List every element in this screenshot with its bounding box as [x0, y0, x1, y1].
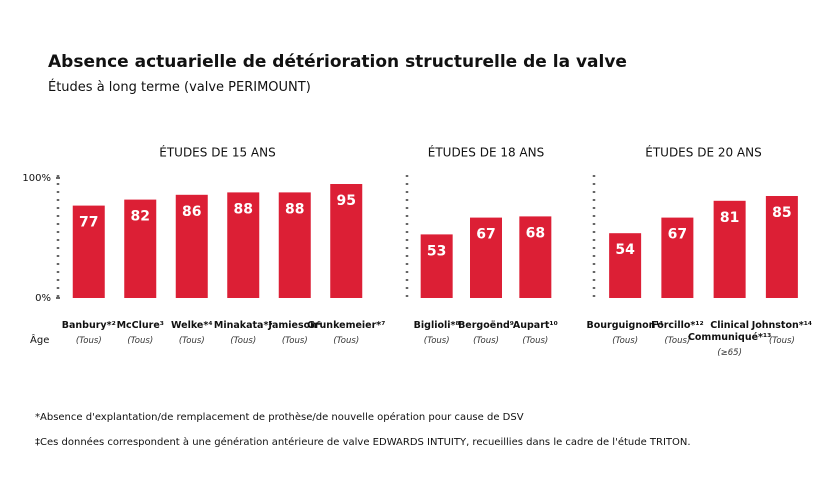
- x-tick-label: Aupart¹⁰: [512, 320, 558, 331]
- age-value: (Tous): [127, 336, 154, 346]
- category: Biglioli*⁸ (Tous): [412, 320, 461, 347]
- x-tick-label: Johnston*¹⁴: [751, 320, 813, 331]
- value-label: 81: [720, 210, 739, 226]
- age-label: Âge: [30, 335, 50, 346]
- category: Grunkemeier*⁷ (Tous): [307, 320, 385, 347]
- bar: [519, 216, 552, 298]
- age-value: (Tous): [664, 336, 691, 346]
- age-value: (Tous): [333, 336, 360, 346]
- bar: [713, 200, 746, 298]
- bar: [278, 192, 311, 298]
- age-value: (Tous): [281, 336, 308, 346]
- category: Welke*⁴ (Tous): [166, 320, 218, 347]
- category: Banbury*² (Tous): [61, 320, 116, 347]
- category: Jamieson⁶ (Tous): [268, 320, 322, 347]
- value-label: 68: [526, 225, 545, 241]
- subtitle: Études à long terme (valve PERIMOUNT): [48, 80, 311, 95]
- y-tick-label: 100%: [22, 173, 51, 184]
- x-tick-label: Bourguignon¹¹: [586, 320, 664, 331]
- panel-title: ÉTUDES DE 15 ANS: [159, 145, 275, 160]
- footnote: ‡Ces données correspondent à une générat…: [35, 437, 691, 448]
- bar: [175, 194, 208, 298]
- y-tick-label: 0%: [35, 293, 51, 304]
- age-value: (Tous): [612, 336, 639, 346]
- x-tick-label: Banbury*²: [61, 320, 116, 331]
- title: Absence actuarielle de détérioration str…: [48, 52, 627, 72]
- value-label: 88: [285, 201, 304, 217]
- bar: [470, 217, 502, 298]
- age-value: (Tous): [75, 336, 102, 346]
- x-tick-label: Minakata*⁵: [213, 320, 273, 331]
- category: Forcillo*¹² (Tous): [651, 320, 704, 347]
- value-label: 67: [668, 227, 687, 243]
- bar: [609, 233, 642, 298]
- bar: [765, 196, 798, 298]
- panel-title: ÉTUDES DE 18 ANS: [428, 145, 544, 160]
- category: Clinical Communiqué*¹³ (≥65): [688, 320, 771, 359]
- bar: [661, 217, 694, 298]
- bar: [124, 199, 157, 298]
- bar: [330, 184, 363, 298]
- age-value: (Tous): [522, 336, 549, 346]
- value-label: 88: [234, 201, 253, 217]
- value-label: 54: [615, 242, 635, 258]
- value-label: 95: [337, 193, 356, 209]
- value-label: 67: [476, 227, 495, 243]
- category: McClure³ (Tous): [115, 320, 167, 347]
- age-value: (≥65): [717, 348, 742, 358]
- value-label: 53: [427, 243, 446, 259]
- panel-title: ÉTUDES DE 20 ANS: [645, 145, 761, 160]
- category: Bergoënd⁹ (Tous): [458, 320, 514, 347]
- age-value: (Tous): [230, 336, 257, 346]
- category: Aupart¹⁰ (Tous): [511, 320, 560, 347]
- value-label: 85: [772, 205, 791, 221]
- x-tick-label: Jamieson⁶: [268, 320, 322, 331]
- bar: [420, 234, 453, 298]
- x-tick-label: Welke*⁴: [171, 320, 213, 331]
- bar: [72, 205, 105, 298]
- age-value: (Tous): [473, 336, 499, 346]
- x-tick-label: Clinical Communiqué*¹³: [687, 320, 772, 343]
- category: Minakata*⁵ (Tous): [214, 320, 273, 347]
- age-value: (Tous): [178, 336, 205, 346]
- x-tick-label: Biglioli*⁸: [413, 320, 460, 331]
- x-tick-label: Bergoënd⁹: [458, 320, 514, 331]
- category: Johnston*¹⁴ (Tous): [752, 320, 812, 347]
- footnote: *Absence d'explantation/de remplacement …: [35, 412, 524, 423]
- age-value: (Tous): [423, 336, 450, 346]
- value-label: 82: [131, 209, 150, 225]
- value-label: 86: [182, 204, 201, 220]
- x-tick-label: Grunkemeier*⁷: [307, 320, 386, 331]
- x-tick-label: Forcillo*¹²: [651, 320, 704, 331]
- bar: [227, 192, 260, 298]
- category: Bourguignon¹¹ (Tous): [587, 320, 664, 347]
- age-value: (Tous): [768, 336, 795, 346]
- value-label: 77: [79, 215, 98, 231]
- x-tick-label: McClure³: [116, 320, 164, 331]
